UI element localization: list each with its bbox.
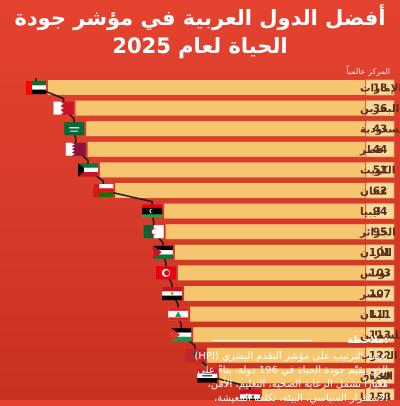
country-label: الكويت bbox=[360, 165, 395, 177]
bar bbox=[174, 244, 365, 260]
bar bbox=[262, 389, 365, 400]
rank-column-label: المركز عالمياً bbox=[346, 67, 390, 76]
bar bbox=[165, 224, 365, 240]
rank-label: 94 bbox=[373, 206, 388, 218]
lebanon-flag bbox=[168, 307, 189, 321]
country-label: سوريا bbox=[360, 391, 391, 400]
iraq-flag bbox=[197, 369, 218, 383]
rank-box bbox=[365, 223, 395, 240]
bar bbox=[87, 141, 365, 157]
rank-label: 18 bbox=[373, 82, 388, 94]
bar bbox=[190, 306, 365, 322]
note-line-1: يعتمد الترتيب على مؤشر التقدم البشري (HP… bbox=[194, 351, 389, 362]
kuwait-flag bbox=[77, 163, 98, 177]
country-label: الإمارات bbox=[360, 82, 400, 94]
rank-label: 111 bbox=[369, 309, 391, 321]
country-label: البحرين bbox=[360, 103, 399, 115]
rank-label: 107 bbox=[369, 288, 391, 300]
rank-label: 103 bbox=[369, 268, 391, 280]
rank-label: 52 bbox=[373, 165, 388, 177]
country-label: فلسطين bbox=[360, 330, 400, 342]
country-label: لبنان bbox=[360, 309, 385, 321]
rank-label: 113 bbox=[369, 330, 391, 342]
rank-box bbox=[365, 265, 395, 281]
note-line-2: الذي يقيّم جودة الحياة في 196 دولة، بناء… bbox=[197, 365, 388, 390]
chart-title-line-1: أفضل الدول العربية في مؤشر جودة bbox=[14, 6, 386, 30]
rank-box bbox=[365, 141, 395, 158]
bar bbox=[193, 327, 365, 343]
note-line-3: معياراً تشمل الرعاية الصحية، التعليم، ال… bbox=[207, 379, 388, 390]
rank-label: 158 bbox=[369, 391, 391, 400]
note-heading: ملاحظة: bbox=[347, 335, 388, 346]
saudi-flag bbox=[64, 122, 85, 136]
bar bbox=[219, 368, 365, 384]
jordan-flag bbox=[152, 245, 173, 259]
bar bbox=[164, 203, 365, 219]
country-label: مصر bbox=[359, 288, 383, 300]
rank-box bbox=[365, 79, 395, 96]
rank-label: 95 bbox=[373, 227, 388, 239]
bar bbox=[48, 80, 365, 95]
rank-box bbox=[365, 347, 395, 364]
bar bbox=[115, 183, 365, 198]
note-divider bbox=[212, 340, 312, 341]
tunisia-flag bbox=[155, 266, 176, 280]
country-label: السعودية bbox=[360, 124, 400, 136]
rank-box bbox=[365, 368, 395, 384]
oman-flag bbox=[93, 184, 114, 198]
rank-box bbox=[365, 182, 395, 199]
libya-flag bbox=[142, 204, 163, 218]
country-label: ليبيا bbox=[360, 206, 381, 218]
bar bbox=[99, 162, 365, 178]
bahrain-flag bbox=[53, 101, 74, 115]
rank-label: 43 bbox=[373, 124, 388, 136]
bar bbox=[75, 100, 365, 116]
bar bbox=[86, 121, 365, 137]
note-line-4: الاستقرار السياسي، البيئة، تكلفة المعيشة… bbox=[214, 393, 388, 404]
flags-group bbox=[26, 81, 260, 400]
egypt-flag bbox=[162, 287, 183, 301]
rank-box bbox=[365, 100, 395, 116]
country-label: عمان bbox=[360, 185, 387, 197]
bar bbox=[206, 347, 365, 363]
palestine-flag bbox=[171, 328, 192, 342]
country-label: قطر bbox=[359, 144, 384, 156]
rank-label: 44 bbox=[373, 144, 388, 156]
rank-box bbox=[365, 306, 395, 322]
rank-box bbox=[365, 120, 395, 137]
qatar-flag bbox=[65, 142, 86, 156]
morocco-flag bbox=[184, 348, 205, 362]
rank-label: 122 bbox=[369, 350, 391, 362]
bar bbox=[177, 265, 365, 281]
country-label: الأردن bbox=[360, 246, 392, 259]
rank-label: 62 bbox=[373, 185, 388, 197]
syria-flag bbox=[240, 390, 260, 400]
rank-label: 130 bbox=[369, 371, 391, 383]
bar bbox=[184, 286, 365, 301]
uae-flag bbox=[26, 81, 46, 95]
country-label: المغرب bbox=[360, 350, 398, 362]
algeria-flag bbox=[143, 225, 164, 239]
rank-box bbox=[365, 244, 395, 261]
country-label: تونس bbox=[360, 268, 389, 280]
rank-box bbox=[365, 326, 395, 343]
chart-title-line-2: الحياة لعام 2025 bbox=[112, 34, 288, 58]
rank-box bbox=[365, 203, 395, 219]
country-label: الجزائر bbox=[359, 227, 396, 239]
rank-label: 36 bbox=[373, 103, 388, 115]
rank-label: 101 bbox=[369, 247, 391, 259]
rank-box bbox=[365, 285, 395, 302]
rank-box bbox=[365, 388, 395, 400]
rank-box bbox=[365, 162, 395, 178]
country-label: العراق bbox=[360, 371, 393, 383]
